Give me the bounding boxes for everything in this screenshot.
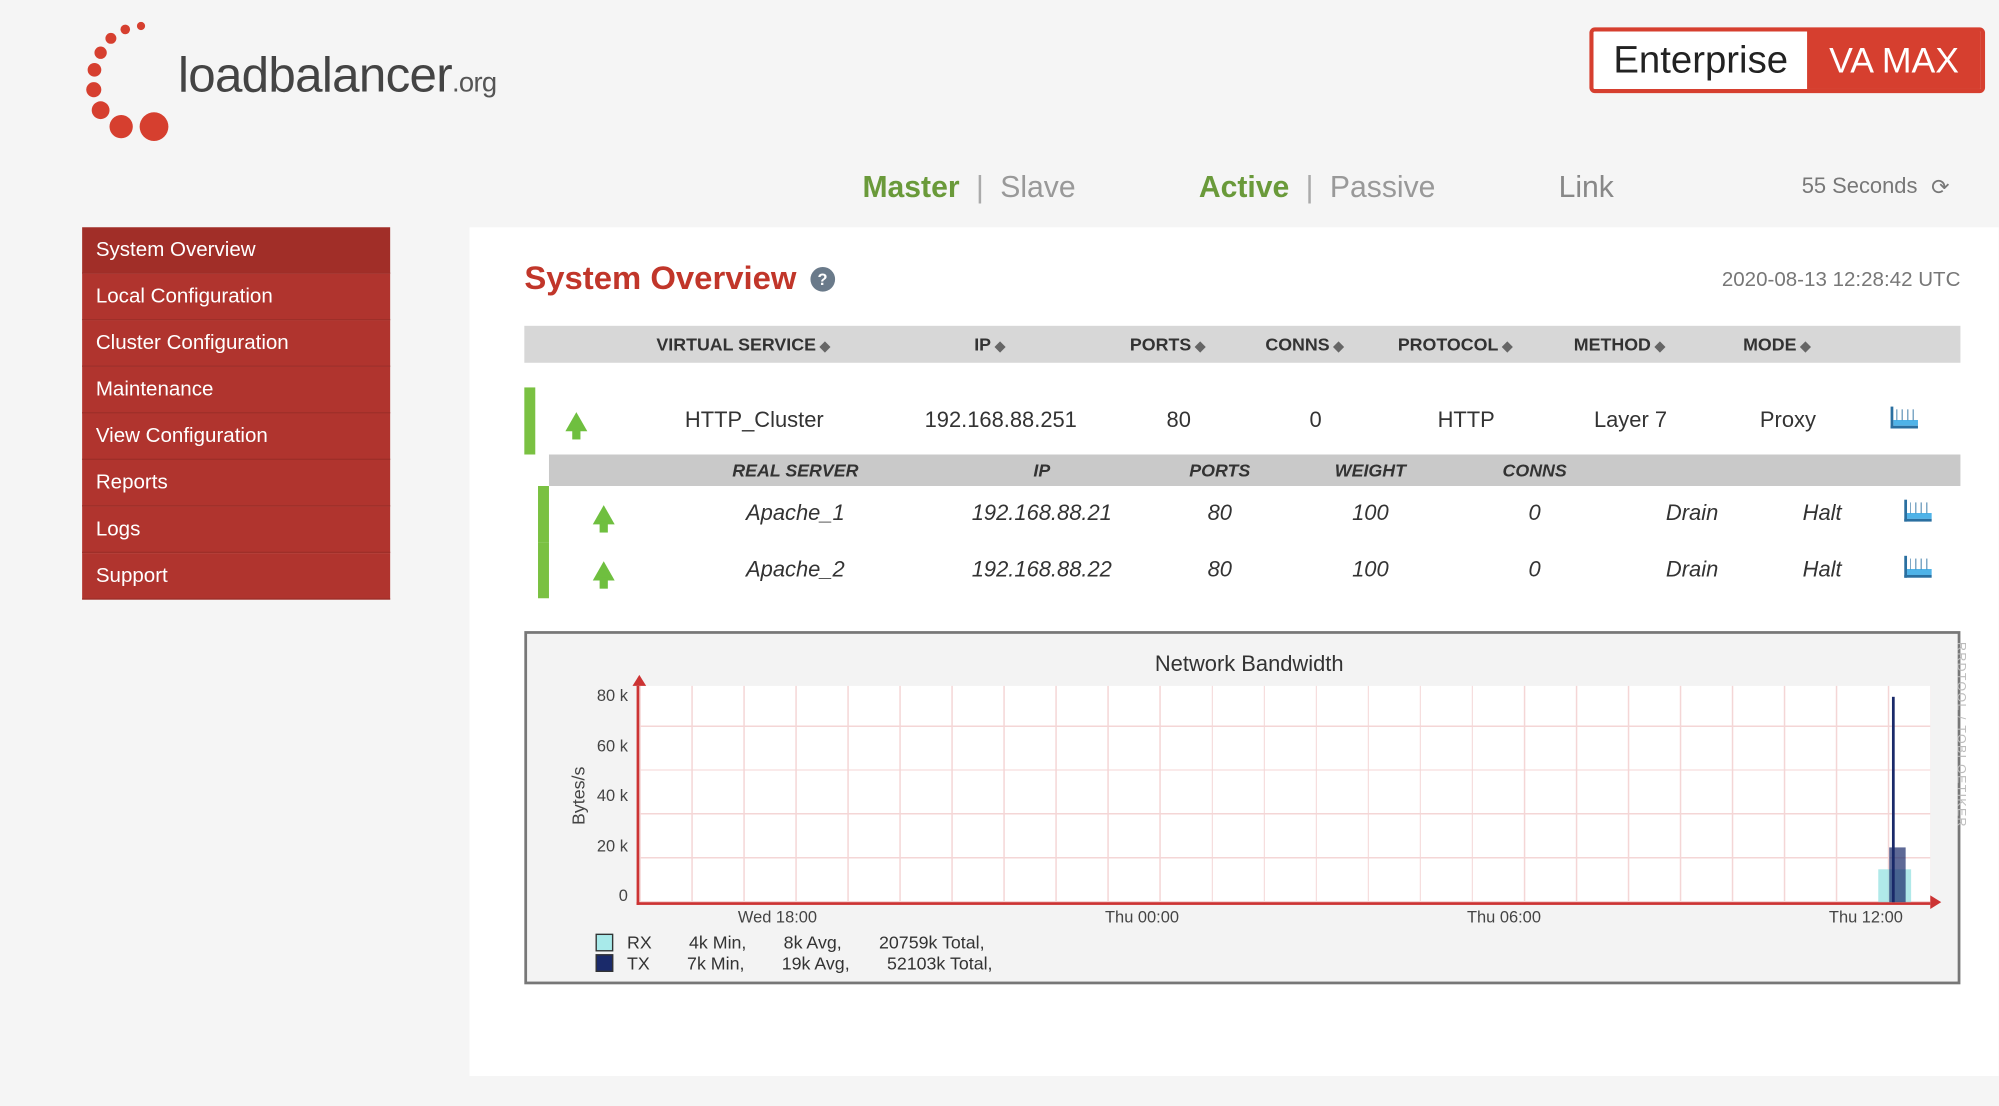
rs-ip: 192.168.88.21 bbox=[932, 502, 1151, 527]
col-virtual-service[interactable]: VIRTUAL SERVICE bbox=[606, 334, 880, 355]
col-protocol[interactable]: PROTOCOL bbox=[1373, 334, 1537, 355]
drain-button[interactable]: Drain bbox=[1617, 558, 1768, 583]
timestamp: 2020-08-13 12:28:42 UTC bbox=[1722, 268, 1961, 291]
chart-ylabel: Bytes/s bbox=[568, 766, 589, 824]
status-up-icon bbox=[593, 561, 615, 580]
vs-conns: 0 bbox=[1247, 409, 1384, 434]
rcol-weight: WEIGHT bbox=[1288, 460, 1452, 481]
chart-icon[interactable] bbox=[1904, 556, 1931, 578]
help-icon[interactable]: ? bbox=[810, 267, 835, 292]
sidebar-item-reports[interactable]: Reports bbox=[82, 460, 390, 507]
sidebar-item-local-configuration[interactable]: Local Configuration bbox=[82, 274, 390, 321]
chart-xticks: Wed 18:00 Thu 00:00 Thu 06:00 Thu 12:00 bbox=[656, 905, 1931, 927]
rcol-conns: CONNS bbox=[1453, 460, 1617, 481]
col-ports[interactable]: PORTS bbox=[1099, 334, 1236, 355]
col-method[interactable]: METHOD bbox=[1537, 334, 1701, 355]
sidebar-item-maintenance[interactable]: Maintenance bbox=[82, 367, 390, 414]
col-mode[interactable]: MODE bbox=[1702, 334, 1853, 355]
logo: loadbalancer.org bbox=[82, 0, 496, 137]
vs-mode: Proxy bbox=[1713, 409, 1864, 434]
chart-plot-area bbox=[636, 686, 1930, 905]
halt-button[interactable]: Halt bbox=[1767, 558, 1877, 583]
logo-text: loadbalancer.org bbox=[178, 47, 496, 104]
ha-role: Master | Slave bbox=[862, 170, 1075, 206]
sidebar-item-support[interactable]: Support bbox=[82, 553, 390, 600]
vs-ip: 192.168.88.251 bbox=[891, 409, 1110, 434]
vs-header-row: VIRTUAL SERVICE IP PORTS CONNS PROTOCOL … bbox=[524, 326, 1960, 363]
virtual-service-table: VIRTUAL SERVICE IP PORTS CONNS PROTOCOL … bbox=[524, 326, 1960, 598]
main-content: System Overview ? 2020-08-13 12:28:42 UT… bbox=[470, 227, 1999, 1076]
vs-ports: 80 bbox=[1110, 409, 1247, 434]
rs-row[interactable]: Apache_1 192.168.88.21 80 100 0 Drain Ha… bbox=[538, 486, 1960, 542]
page-title: System Overview ? bbox=[524, 260, 834, 298]
ha-state: Active | Passive bbox=[1199, 170, 1436, 206]
rcol-ports: PORTS bbox=[1151, 460, 1288, 481]
rs-weight: 100 bbox=[1288, 502, 1452, 527]
vs-method: Layer 7 bbox=[1548, 409, 1712, 434]
rs-ports: 80 bbox=[1151, 502, 1288, 527]
rs-ports: 80 bbox=[1151, 558, 1288, 583]
ha-link[interactable]: Link bbox=[1559, 170, 1614, 206]
rs-name: Apache_1 bbox=[658, 502, 932, 527]
col-ip[interactable]: IP bbox=[880, 334, 1099, 355]
bandwidth-chart: Network Bandwidth Bytes/s 80 k 60 k 40 k… bbox=[524, 631, 1960, 984]
col-conns[interactable]: CONNS bbox=[1236, 334, 1373, 355]
rs-weight: 100 bbox=[1288, 558, 1452, 583]
rx-swatch-icon bbox=[596, 934, 614, 952]
refresh-icon: ⟳ bbox=[1931, 174, 1949, 201]
role-master[interactable]: Master bbox=[862, 170, 959, 206]
status-bar: Master | Slave Active | Passive Link 55 … bbox=[0, 137, 1999, 227]
chart-legend: RX 4k Min, 8k Avg, 20759k Total, TX 7k M… bbox=[596, 932, 1931, 973]
drain-button[interactable]: Drain bbox=[1617, 502, 1768, 527]
vs-protocol: HTTP bbox=[1384, 409, 1548, 434]
product-badge: Enterprise VA MAX bbox=[1590, 27, 1985, 93]
role-slave[interactable]: Slave bbox=[1000, 170, 1075, 206]
rcol-ip: IP bbox=[932, 460, 1151, 481]
status-up-icon bbox=[565, 411, 587, 430]
chart-yticks: 80 k 60 k 40 k 20 k 0 bbox=[597, 686, 636, 905]
sidebar-item-logs[interactable]: Logs bbox=[82, 507, 390, 554]
status-up-icon bbox=[593, 504, 615, 523]
legend-rx: RX 4k Min, 8k Avg, 20759k Total, bbox=[596, 932, 1931, 953]
legend-tx: TX 7k Min, 19k Avg, 52103k Total, bbox=[596, 953, 1931, 974]
rs-conns: 0 bbox=[1453, 502, 1617, 527]
vs-name: HTTP_Cluster bbox=[617, 409, 891, 434]
sidebar-item-system-overview[interactable]: System Overview bbox=[82, 227, 390, 274]
sidebar-item-cluster-configuration[interactable]: Cluster Configuration bbox=[82, 320, 390, 367]
chart-title: Network Bandwidth bbox=[568, 653, 1930, 678]
rs-header-row: REAL SERVER IP PORTS WEIGHT CONNS bbox=[549, 455, 1960, 486]
badge-left: Enterprise bbox=[1594, 31, 1807, 88]
chart-icon[interactable] bbox=[1904, 500, 1931, 522]
badge-right: VA MAX bbox=[1807, 31, 1981, 88]
logo-dots-icon bbox=[82, 14, 178, 137]
header: loadbalancer.org Enterprise VA MAX bbox=[0, 0, 1999, 137]
tx-swatch-icon bbox=[596, 954, 614, 972]
refresh-label: 55 Seconds bbox=[1802, 175, 1918, 200]
halt-button[interactable]: Halt bbox=[1767, 502, 1877, 527]
rs-name: Apache_2 bbox=[658, 558, 932, 583]
chart-watermark: RRDTOOL / TOBI OETIKER bbox=[1955, 642, 1969, 828]
rs-row[interactable]: Apache_2 192.168.88.22 80 100 0 Drain Ha… bbox=[538, 542, 1960, 598]
state-passive[interactable]: Passive bbox=[1330, 170, 1435, 206]
vs-row[interactable]: HTTP_Cluster 192.168.88.251 80 0 HTTP La… bbox=[524, 387, 1960, 454]
chart-icon[interactable] bbox=[1891, 407, 1918, 429]
rs-ip: 192.168.88.22 bbox=[932, 558, 1151, 583]
rs-conns: 0 bbox=[1453, 558, 1617, 583]
sidebar-item-view-configuration[interactable]: View Configuration bbox=[82, 413, 390, 460]
sidebar: System Overview Local Configuration Clus… bbox=[0, 227, 390, 1076]
state-active[interactable]: Active bbox=[1199, 170, 1289, 206]
refresh-indicator[interactable]: 55 Seconds ⟳ bbox=[1802, 174, 1950, 201]
rcol-real-server: REAL SERVER bbox=[658, 460, 932, 481]
